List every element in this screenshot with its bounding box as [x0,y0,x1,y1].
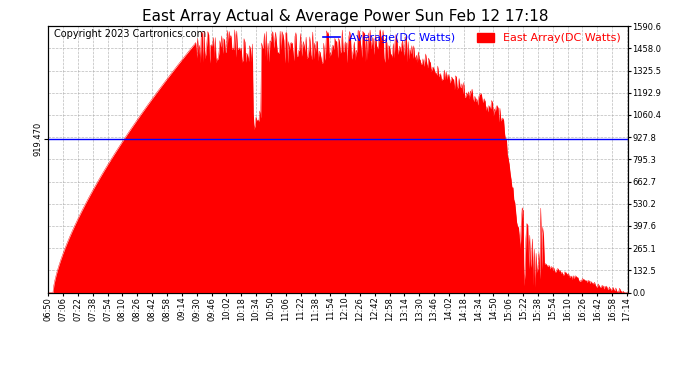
Legend: Average(DC Watts), East Array(DC Watts): Average(DC Watts), East Array(DC Watts) [319,29,625,48]
Text: East Array Actual & Average Power Sun Feb 12 17:18: East Array Actual & Average Power Sun Fe… [141,9,549,24]
Text: Copyright 2023 Cartronics.com: Copyright 2023 Cartronics.com [54,29,206,39]
